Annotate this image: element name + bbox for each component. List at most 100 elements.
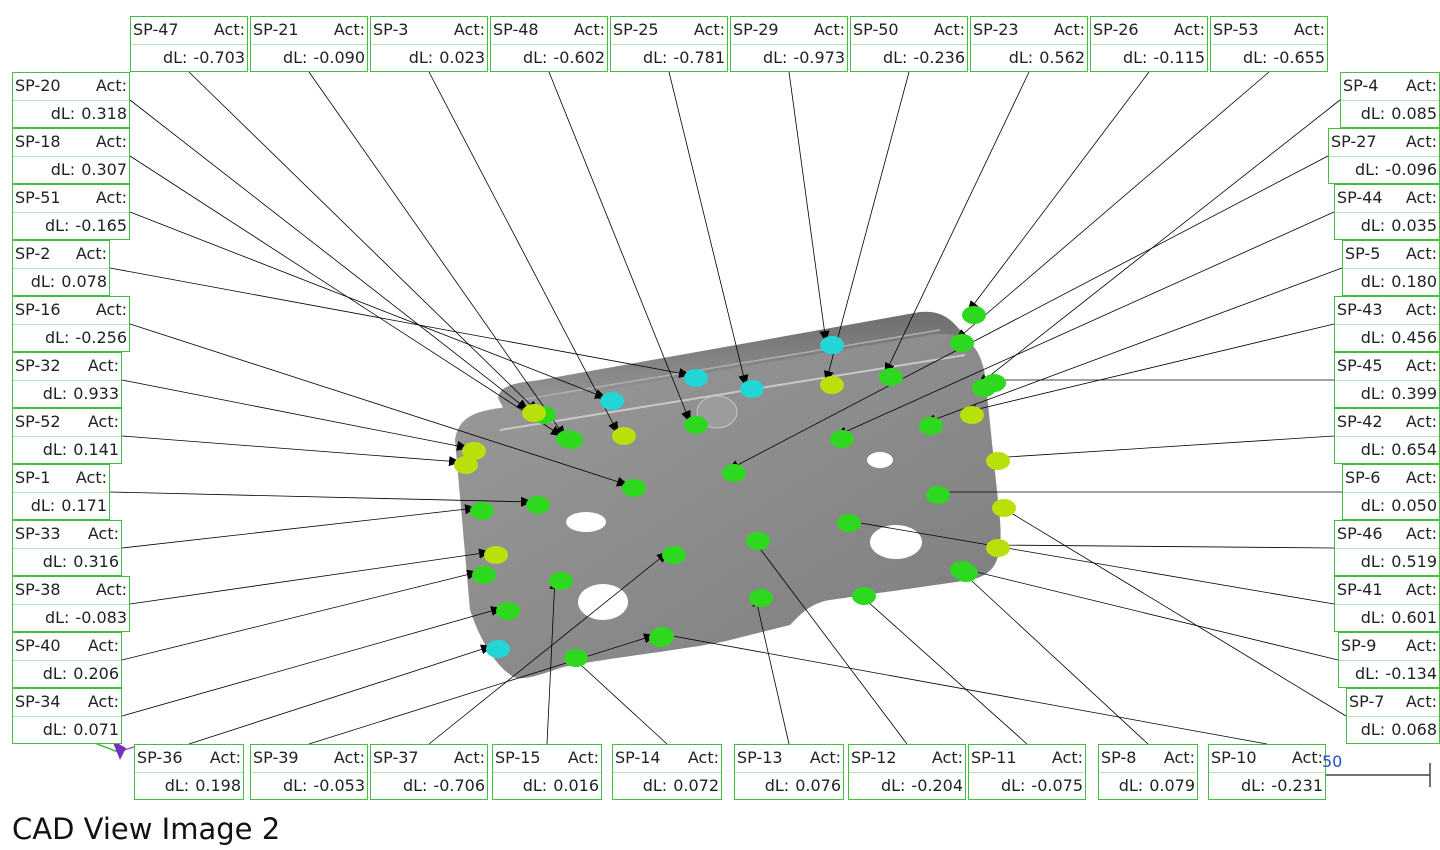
callout-sp-23[interactable]: SP-23 Act: dL: 0.562: [970, 16, 1088, 72]
act-label: Act:: [1405, 524, 1437, 543]
callout-sp-52[interactable]: SP-52 Act: dL: 0.141: [12, 408, 122, 464]
callout-sp-8[interactable]: SP-8 Act: dL: 0.079: [1098, 744, 1198, 800]
callout-sp-13[interactable]: SP-13 Act: dL: 0.076: [734, 744, 844, 800]
callout-sp-34[interactable]: SP-34 Act: dL: 0.071: [12, 688, 122, 744]
callout-sp-3[interactable]: SP-3 Act: dL: 0.023: [370, 16, 488, 72]
dl-label: dL:: [762, 48, 788, 67]
callout-sp-48[interactable]: SP-48 Act: dL: -0.602: [490, 16, 608, 72]
dl-label: dL:: [1360, 720, 1386, 739]
callout-sp-12[interactable]: SP-12 Act: dL: -0.204: [848, 744, 966, 800]
callout-sp-1[interactable]: SP-1 Act: dL: 0.171: [12, 464, 110, 520]
leader-sp-1: [109, 491, 533, 507]
marker-sp-36: [486, 640, 510, 658]
callout-sp-25[interactable]: SP-25 Act: dL: -0.781: [610, 16, 728, 72]
point-id: SP-39: [253, 748, 299, 767]
dl-label: dL:: [522, 48, 548, 67]
callout-sp-14[interactable]: SP-14 Act: dL: 0.072: [612, 744, 722, 800]
callout-sp-53[interactable]: SP-53 Act: dL: -0.655: [1210, 16, 1328, 72]
leader-sp-34: [121, 606, 503, 717]
dl-label: dL:: [1242, 48, 1268, 67]
act-label: Act:: [1291, 748, 1323, 767]
dl-label: dL:: [642, 776, 668, 795]
callout-sp-7[interactable]: SP-7 Act: dL: 0.068: [1346, 688, 1440, 744]
callout-sp-2[interactable]: SP-2 Act: dL: 0.078: [12, 240, 110, 296]
dl-value: -0.236: [913, 48, 965, 67]
marker-sp-43: [960, 406, 984, 424]
point-id: SP-46: [1337, 524, 1383, 543]
marker-sp-50: [820, 376, 844, 394]
callout-sp-51[interactable]: SP-51 Act: dL: -0.165: [12, 184, 130, 240]
dl-label: dL:: [402, 776, 428, 795]
marker-sp-3: [612, 427, 636, 445]
dl-value: -0.115: [1153, 48, 1205, 67]
callout-sp-45[interactable]: SP-45 Act: dL: 0.399: [1334, 352, 1440, 408]
callout-sp-46[interactable]: SP-46 Act: dL: 0.519: [1334, 520, 1440, 576]
marker-sp-29: [820, 336, 844, 354]
callout-sp-9[interactable]: SP-9 Act: dL: -0.134: [1338, 632, 1440, 688]
dl-value: -0.973: [793, 48, 845, 67]
dl-label: dL:: [162, 48, 188, 67]
callout-sp-27[interactable]: SP-27 Act: dL: -0.096: [1328, 128, 1440, 184]
callout-sp-41[interactable]: SP-41 Act: dL: 0.601: [1334, 576, 1440, 632]
callout-sp-4[interactable]: SP-4 Act: dL: 0.085: [1340, 72, 1440, 128]
leader-sp-32: [121, 379, 469, 451]
act-label: Act:: [95, 300, 127, 319]
marker-sp-48: [684, 416, 708, 434]
callout-sp-15[interactable]: SP-15 Act: dL: 0.016: [492, 744, 602, 800]
callout-sp-29[interactable]: SP-29 Act: dL: -0.973: [730, 16, 848, 72]
callout-sp-50[interactable]: SP-50 Act: dL: -0.236: [850, 16, 968, 72]
callout-sp-16[interactable]: SP-16 Act: dL: -0.256: [12, 296, 130, 352]
callout-sp-38[interactable]: SP-38 Act: dL: -0.083: [12, 576, 130, 632]
callout-sp-36[interactable]: SP-36 Act: dL: 0.198: [134, 744, 244, 800]
marker-sp-14: [564, 649, 588, 667]
leader-sp-14: [569, 654, 668, 745]
dl-value: -0.075: [1031, 776, 1083, 795]
callout-sp-20[interactable]: SP-20 Act: dL: 0.318: [12, 72, 130, 128]
callout-sp-39[interactable]: SP-39 Act: dL: -0.053: [250, 744, 368, 800]
act-label: Act:: [87, 524, 119, 543]
act-label: Act:: [75, 244, 107, 263]
act-label: Act:: [1405, 188, 1437, 207]
callout-sp-47[interactable]: SP-47 Act: dL: -0.703: [130, 16, 248, 72]
callout-sp-42[interactable]: SP-42 Act: dL: 0.654: [1334, 408, 1440, 464]
point-id: SP-4: [1343, 76, 1379, 95]
callout-sp-33[interactable]: SP-33 Act: dL: 0.316: [12, 520, 122, 576]
leader-sp-51: [129, 211, 607, 399]
callout-sp-40[interactable]: SP-40 Act: dL: 0.206: [12, 632, 122, 688]
leader-sp-4: [977, 99, 1341, 386]
leader-sp-44: [835, 211, 1335, 437]
marker-sp-33: [470, 502, 494, 520]
scale-bar: [1322, 763, 1431, 787]
leader-sp-9: [955, 564, 1339, 661]
leader-sp-20: [129, 99, 529, 411]
point-id: SP-33: [15, 524, 61, 543]
dl-label: dL:: [1122, 48, 1148, 67]
point-id: SP-18: [15, 132, 61, 151]
callout-sp-32[interactable]: SP-32 Act: dL: 0.933: [12, 352, 122, 408]
point-id: SP-37: [373, 748, 419, 767]
dl-label: dL:: [1000, 776, 1026, 795]
dl-value: 0.318: [81, 104, 127, 123]
callout-sp-5[interactable]: SP-5 Act: dL: 0.180: [1342, 240, 1440, 296]
callout-sp-11[interactable]: SP-11 Act: dL: -0.075: [968, 744, 1086, 800]
marker-sp-46: [986, 539, 1010, 557]
callout-sp-18[interactable]: SP-18 Act: dL: 0.307: [12, 128, 130, 184]
point-id: SP-21: [253, 20, 299, 39]
callout-sp-10[interactable]: SP-10 Act: dL: -0.231: [1208, 744, 1326, 800]
callout-sp-37[interactable]: SP-37 Act: dL: -0.706: [370, 744, 488, 800]
leader-sp-2: [109, 267, 691, 378]
callout-sp-43[interactable]: SP-43 Act: dL: 0.456: [1334, 296, 1440, 352]
callout-sp-21[interactable]: SP-21 Act: dL: -0.090: [250, 16, 368, 72]
marker-sp-8: [954, 564, 978, 582]
marker-sp-41: [837, 514, 861, 532]
dl-value: 0.180: [1391, 272, 1437, 291]
callout-sp-44[interactable]: SP-44 Act: dL: 0.035: [1334, 184, 1440, 240]
dl-label: dL:: [1360, 608, 1386, 627]
callout-sp-6[interactable]: SP-6 Act: dL: 0.050: [1342, 464, 1440, 520]
dl-value: -0.134: [1385, 664, 1437, 683]
act-label: Act:: [1405, 692, 1437, 711]
dl-value: 0.456: [1391, 328, 1437, 347]
callout-sp-26[interactable]: SP-26 Act: dL: -0.115: [1090, 16, 1208, 72]
